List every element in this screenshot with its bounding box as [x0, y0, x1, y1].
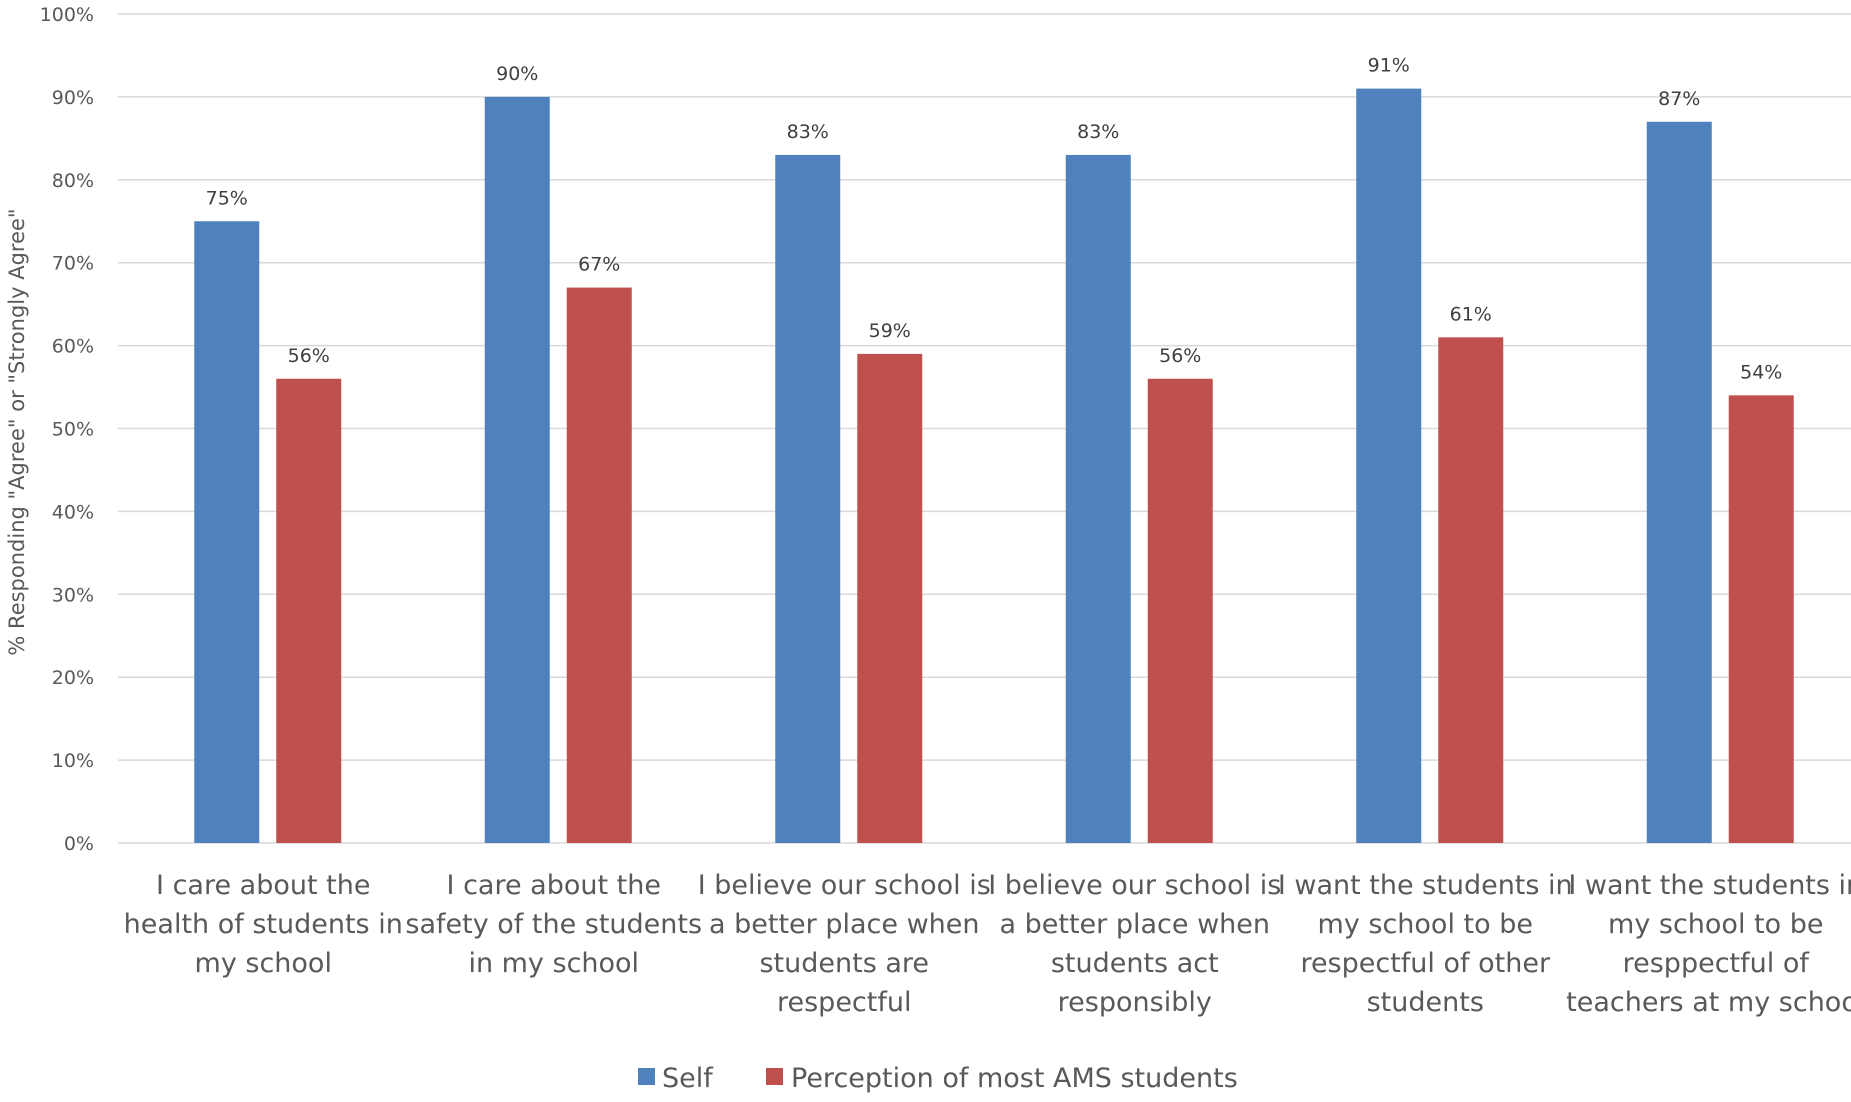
data-label-perception: 67%: [578, 254, 620, 276]
bars: [194, 88, 1794, 844]
data-label-perception: 56%: [288, 345, 330, 367]
category-label: I care about the safety of the students in…: [405, 870, 702, 979]
y-tick-label: 100%: [40, 4, 94, 26]
bar-perception: [1438, 337, 1504, 843]
category-label: I believe our school is a better place wh…: [988, 870, 1281, 1018]
legend-label-perception: Perception of most AMS students: [791, 1063, 1238, 1094]
y-tick-label: 50%: [52, 419, 94, 441]
y-axis-title: % Responding "Agree" or "Strongly Agree": [5, 208, 29, 655]
bar-perception: [1728, 395, 1794, 843]
data-label-self: 75%: [206, 187, 248, 209]
y-tick-label: 90%: [52, 87, 94, 109]
data-label-self: 90%: [496, 63, 538, 85]
y-tick-label: 0%: [64, 833, 94, 855]
category-label: I want the students in my school to be res…: [1566, 870, 1851, 1018]
data-label-perception: 54%: [1740, 361, 1782, 383]
bar-perception: [276, 378, 342, 843]
bar-perception: [857, 353, 923, 843]
y-tick-label: 70%: [52, 253, 94, 275]
legend-swatch-self: [638, 1068, 655, 1085]
bar-perception: [566, 287, 632, 843]
category-label: I believe our school is a better place wh…: [698, 870, 991, 1018]
y-tick-label: 20%: [52, 667, 94, 689]
bar-self: [775, 154, 841, 843]
data-label-self: 83%: [787, 121, 829, 143]
y-tick-label: 10%: [52, 750, 94, 772]
data-label-perception: 61%: [1450, 303, 1492, 325]
category-label: I want the students in my school to be res…: [1278, 870, 1573, 1018]
data-label-self: 83%: [1077, 121, 1119, 143]
x-axis-categories: I care about the health of students in my …: [124, 870, 1851, 1018]
y-tick-label: 30%: [52, 584, 94, 606]
bar-self: [1646, 121, 1712, 843]
y-tick-label: 80%: [52, 170, 94, 192]
bar-self: [194, 221, 260, 843]
y-tick-label: 40%: [52, 501, 94, 523]
legend: Self Perception of most AMS students: [638, 1063, 1238, 1094]
gridlines: [118, 13, 1851, 844]
bar-perception: [1147, 378, 1213, 843]
legend-label-self: Self: [662, 1063, 714, 1094]
y-tick-label: 60%: [52, 336, 94, 358]
data-label-perception: 59%: [869, 320, 911, 342]
data-label-perception: 56%: [1159, 345, 1201, 367]
data-labels: 75% 56% 90% 67% 83% 59% 83% 56% 91% 61% 87% 54%: [206, 55, 1783, 384]
bar-self: [1065, 154, 1131, 843]
bar-self: [484, 96, 550, 843]
bar-self: [1356, 88, 1422, 844]
legend-swatch-perception: [766, 1068, 783, 1085]
data-label-self: 87%: [1658, 88, 1700, 110]
category-label: I care about the health of students in my …: [124, 870, 403, 979]
data-label-self: 91%: [1368, 55, 1410, 77]
y-axis-ticks: 0% 10% 20% 30% 40% 50% 60% 70% 80% 90% 100%: [40, 4, 94, 855]
